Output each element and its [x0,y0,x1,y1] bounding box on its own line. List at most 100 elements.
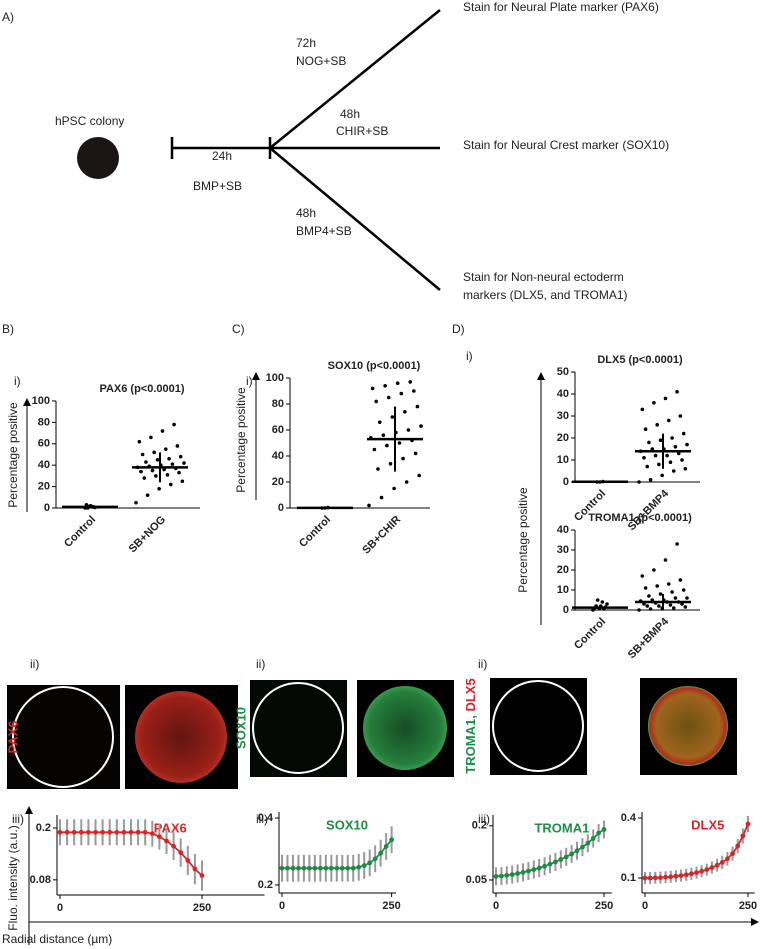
data-point [71,829,77,835]
data-point [663,396,668,401]
panel-label: D) [452,322,465,336]
y-tick-label: 20 [272,476,284,488]
data-point [154,474,158,478]
data-point [640,407,645,412]
data-point [192,866,198,872]
data-point [643,586,648,590]
data-point [180,479,185,484]
sub-label: ii) [30,657,39,671]
data-point [663,874,669,880]
x-tick-label: 0 [57,902,63,914]
y-tick-label: 0 [278,502,284,514]
y-tick-label: 100 [32,395,50,407]
data-point [595,598,600,602]
data-point [345,865,351,871]
data-point [681,588,686,592]
data-point [323,865,329,871]
y-tick-label: 40 [557,388,569,400]
x-axis-label: Radial distance (µm) [2,932,112,946]
x-tick-label: 250 [595,900,613,912]
data-point [694,870,699,875]
y-axis-label: Fluo. intensity (a.u.) [6,825,20,930]
chart-title: SOX10 [326,817,368,832]
x-tick-label: 250 [739,900,757,912]
data-point [171,843,177,849]
data-point [666,582,671,586]
y-tick-label: 30 [557,544,569,556]
data-point [714,862,720,868]
data-point [78,829,84,835]
data-point [637,480,641,484]
sub-label: iii) [12,812,24,826]
x-tick-label: Control [572,616,608,652]
data-point [520,870,526,875]
data-point [57,829,63,835]
data-point [406,428,411,432]
protocol-lines [170,9,441,291]
data-point [334,865,340,871]
data-point [182,461,186,465]
data-point [399,391,404,396]
y-axis-label: Percentage positive [234,387,248,493]
data-point [388,462,393,466]
x-tick-label: Control [297,514,333,550]
data-point [150,468,155,473]
data-point [671,469,676,473]
data-point [149,435,153,440]
sub-label: i) [14,374,21,388]
data-point [585,840,591,846]
data-point [678,578,683,582]
chart-title: DLX5 [691,817,724,832]
data-point [647,875,653,881]
x-tick-label: SB+BMP4 [626,487,672,533]
data-point [372,856,378,862]
data-point [668,460,673,465]
data-point [668,874,674,880]
data-point [114,829,120,835]
data-point [385,443,389,448]
data-point [653,453,658,458]
data-point [361,863,367,868]
data-point [285,865,290,871]
data-point [390,415,395,419]
data-point [100,829,106,835]
data-point [301,865,307,871]
y-tick-label: 20 [557,564,569,576]
data-point [139,469,143,474]
data-point [499,873,504,879]
sub-label: ii) [256,657,265,671]
data-point [526,868,531,874]
data-point [152,450,157,455]
data-point [164,838,169,844]
y-tick-label: 0.1 [621,872,636,884]
data-point [648,607,653,611]
y-tick-label: 0 [44,502,50,514]
data-point [408,380,413,384]
data-point [657,604,661,608]
data-point [547,861,553,867]
data-point [647,594,651,598]
data-point [574,848,580,854]
data-point [404,480,409,484]
data-point [673,873,679,879]
data-point [652,401,656,405]
data-point [372,447,377,452]
data-point [657,462,661,467]
y-tick-label: 0.4 [258,812,274,824]
y-tick-label: 0.2 [472,820,487,832]
data-point [93,829,98,835]
data-point [135,829,141,835]
branch-outcome: markers (DLX5, and TROMA1) [463,288,628,302]
x-tick-label: 0 [493,900,499,912]
data-point [177,470,181,475]
branch-outcome: Stain for Neural Plate marker (PAX6) [463,0,659,14]
data-point [683,605,688,609]
data-point [601,827,607,832]
data-point [383,384,387,388]
sub-label: iii) [256,812,268,826]
data-point [553,859,558,865]
data-point [642,875,648,881]
data-point [379,495,384,500]
data-point [356,864,362,870]
